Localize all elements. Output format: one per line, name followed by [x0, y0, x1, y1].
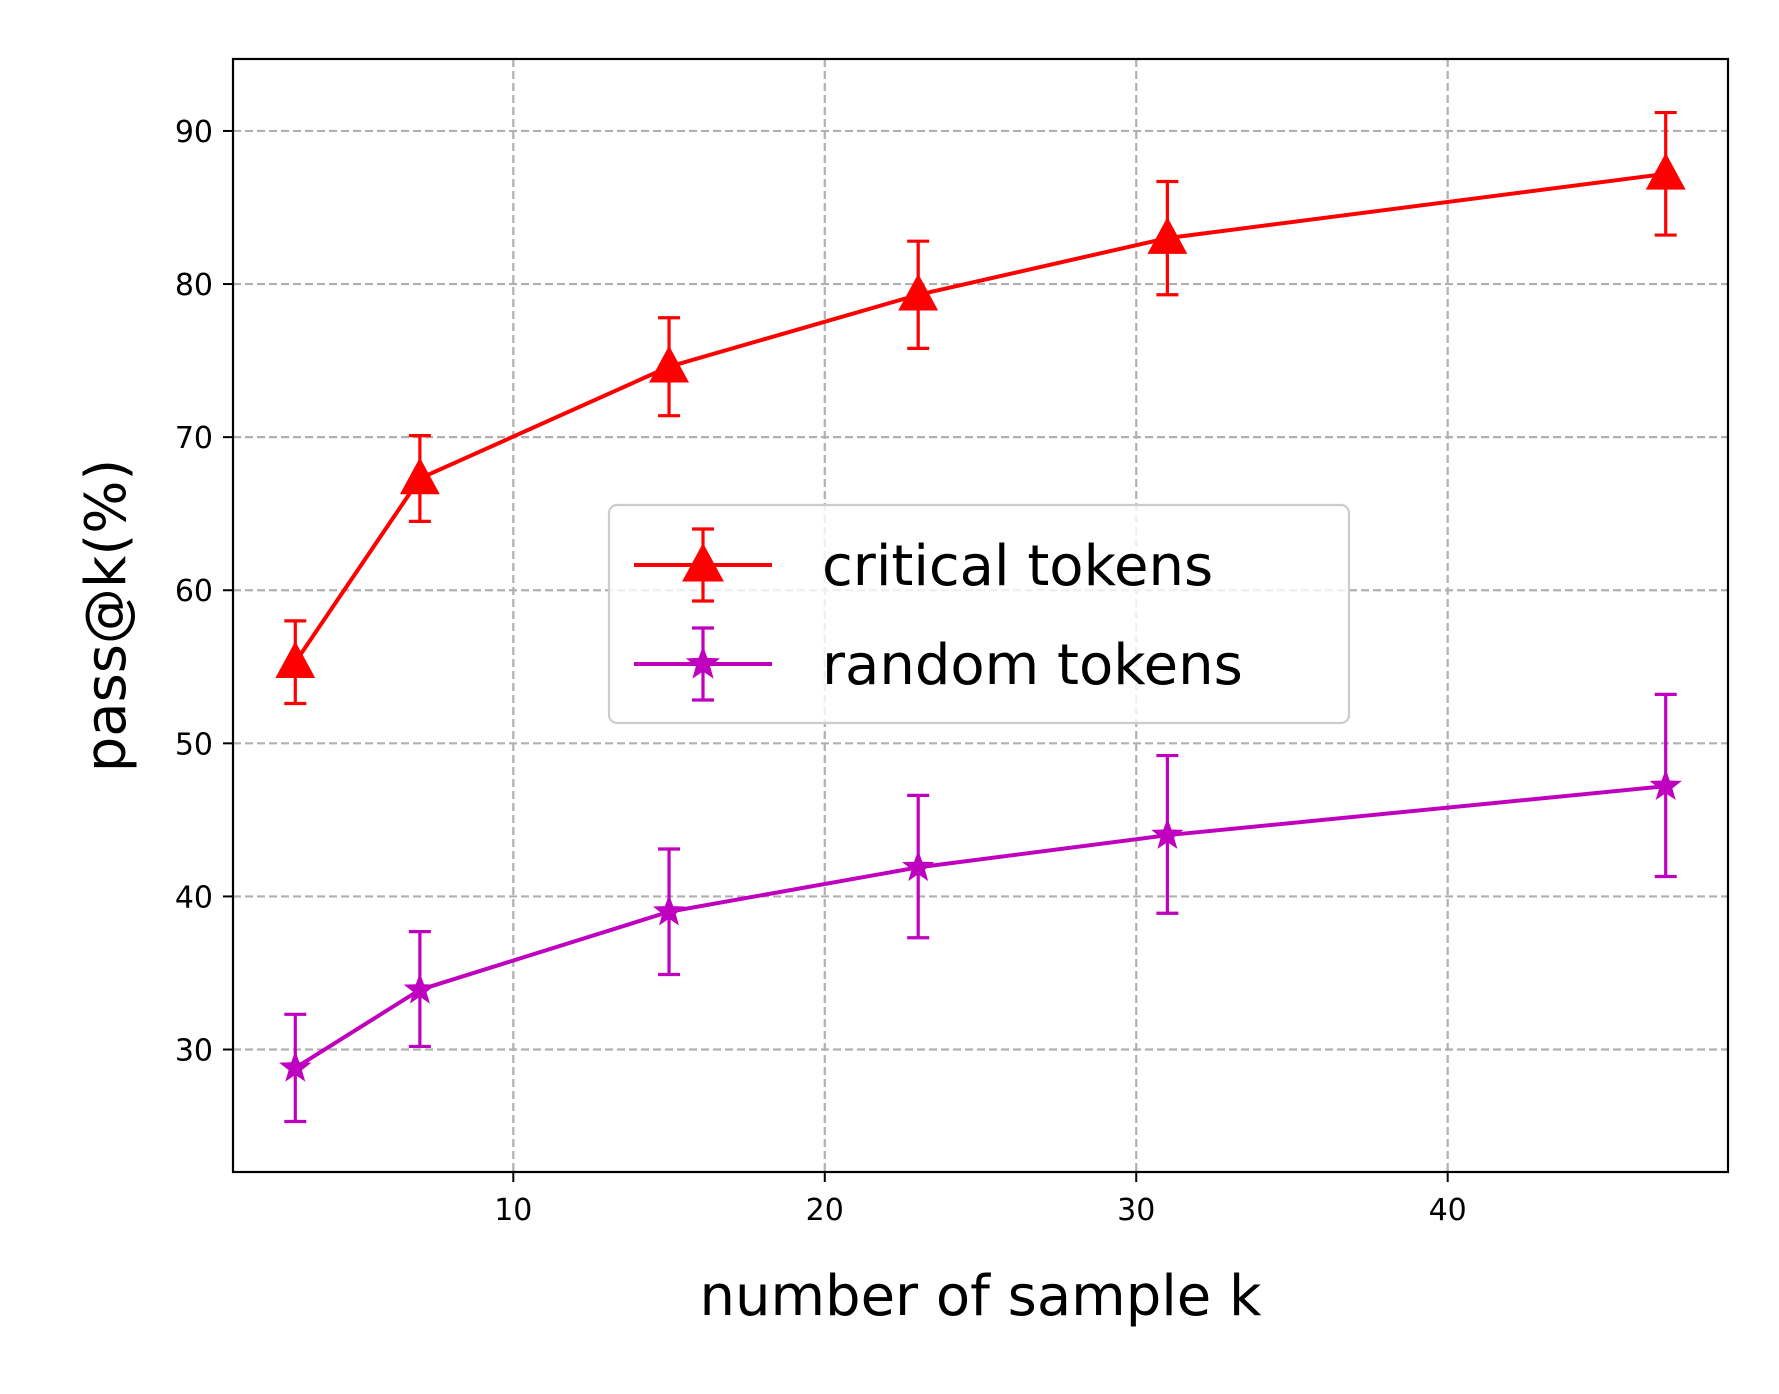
legend-box	[607, 503, 1351, 725]
y-tick-label: 60	[175, 574, 213, 609]
legend-entry-1: random tokens	[634, 626, 1243, 702]
series-1	[279, 692, 1682, 1124]
x-tick-label: 40	[1429, 1193, 1467, 1228]
data-point	[1151, 818, 1184, 849]
series-line	[293, 171, 1666, 664]
data-point	[275, 641, 316, 678]
x-tick-label: 20	[806, 1193, 844, 1228]
legend-label: random tokens	[822, 633, 1243, 698]
data-point	[902, 850, 935, 882]
y-tick-label: 30	[175, 1034, 213, 1069]
legend-entry-0: critical tokens	[634, 527, 1213, 603]
data-point	[898, 273, 939, 311]
y-tick-label: 80	[175, 268, 213, 303]
data-point	[403, 972, 436, 1004]
series-line	[294, 784, 1666, 1070]
y-tick-label: 70	[175, 421, 213, 456]
data-point	[649, 345, 689, 383]
y-tick-label: 40	[175, 880, 213, 915]
y-tick-label: 90	[175, 115, 213, 150]
legend: critical tokens random tokens	[607, 503, 1351, 725]
y-axis-label: pass@k(%)	[74, 459, 139, 773]
data-point	[399, 457, 440, 495]
legend-marker	[685, 646, 721, 679]
data-point	[652, 894, 686, 926]
plot-frame	[231, 57, 1730, 1174]
data-point	[279, 1050, 312, 1082]
data-point	[1645, 152, 1686, 190]
y-tick-label: 50	[175, 727, 213, 762]
x-tick-label: 10	[494, 1193, 532, 1228]
x-axis-label: number of sample k	[700, 1264, 1263, 1329]
data-point	[1147, 217, 1188, 254]
data-point	[1649, 769, 1682, 800]
legend-label: critical tokens	[822, 534, 1213, 599]
series-0	[275, 110, 1686, 706]
x-tick-label: 30	[1117, 1193, 1155, 1228]
legend-marker	[682, 543, 724, 582]
